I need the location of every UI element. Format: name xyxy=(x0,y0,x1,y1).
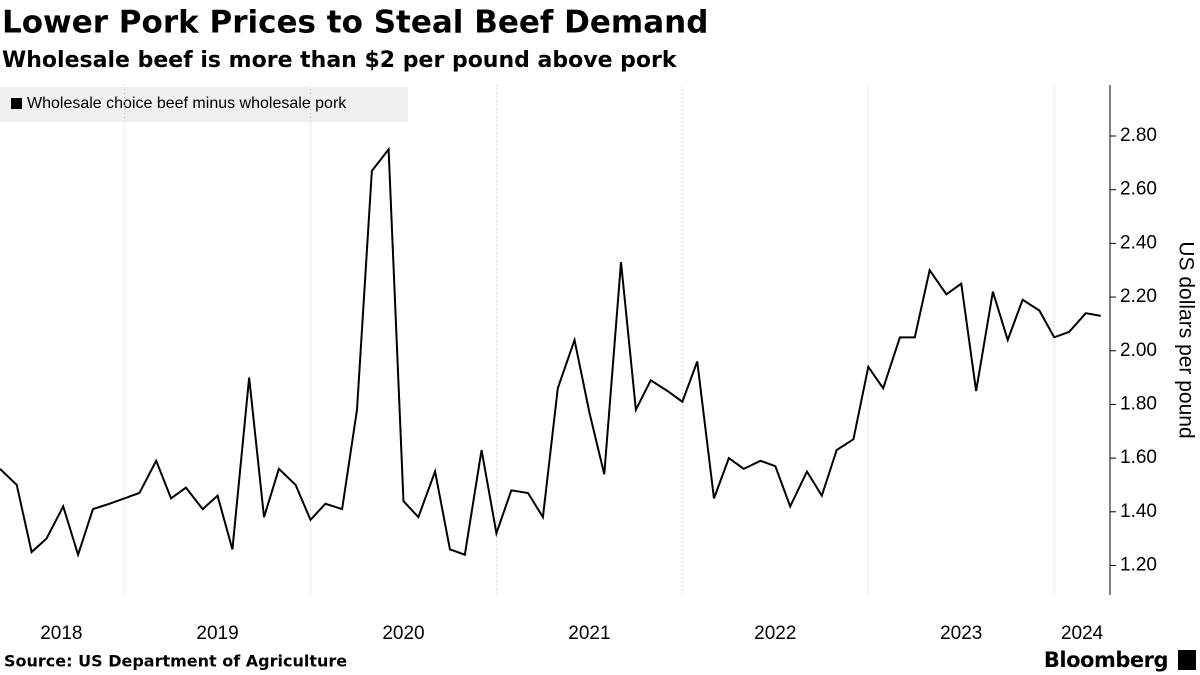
legend-label: Wholesale choice beef minus wholesale po… xyxy=(27,95,347,112)
y-axis-label: US dollars per pound xyxy=(1174,241,1197,438)
legend-box xyxy=(0,87,408,122)
x-tick-label: 2024 xyxy=(1061,623,1104,644)
x-tick-label: 2021 xyxy=(568,623,610,644)
y-tick-label: 2.40 xyxy=(1120,232,1157,253)
y-tick-label: 2.80 xyxy=(1120,125,1157,146)
y-tick-label: 2.60 xyxy=(1120,179,1157,200)
x-tick-label: 2018 xyxy=(40,623,82,644)
source: Source: US Department of Agriculture xyxy=(4,652,347,671)
x-tick-label: 2020 xyxy=(382,623,424,644)
x-tick-label: 2023 xyxy=(940,623,982,644)
legend-swatch xyxy=(11,98,22,109)
brand-icon xyxy=(1178,650,1196,670)
y-tick-label: 1.80 xyxy=(1120,393,1157,414)
chart-subtitle: Wholesale beef is more than $2 per pound… xyxy=(2,48,678,73)
brand: Bloomberg xyxy=(1044,648,1168,672)
chart-title: Lower Pork Prices to Steal Beef Demand xyxy=(2,5,708,41)
y-tick-label: 2.00 xyxy=(1120,340,1157,361)
y-tick-label: 1.60 xyxy=(1120,447,1157,468)
y-tick-label: 2.20 xyxy=(1120,286,1157,307)
y-tick-label: 1.20 xyxy=(1120,554,1157,575)
line xyxy=(0,146,1101,559)
x-tick-label: 2019 xyxy=(196,623,238,644)
x-tick-label: 2022 xyxy=(754,623,796,644)
y-tick-label: 1.40 xyxy=(1120,501,1157,522)
